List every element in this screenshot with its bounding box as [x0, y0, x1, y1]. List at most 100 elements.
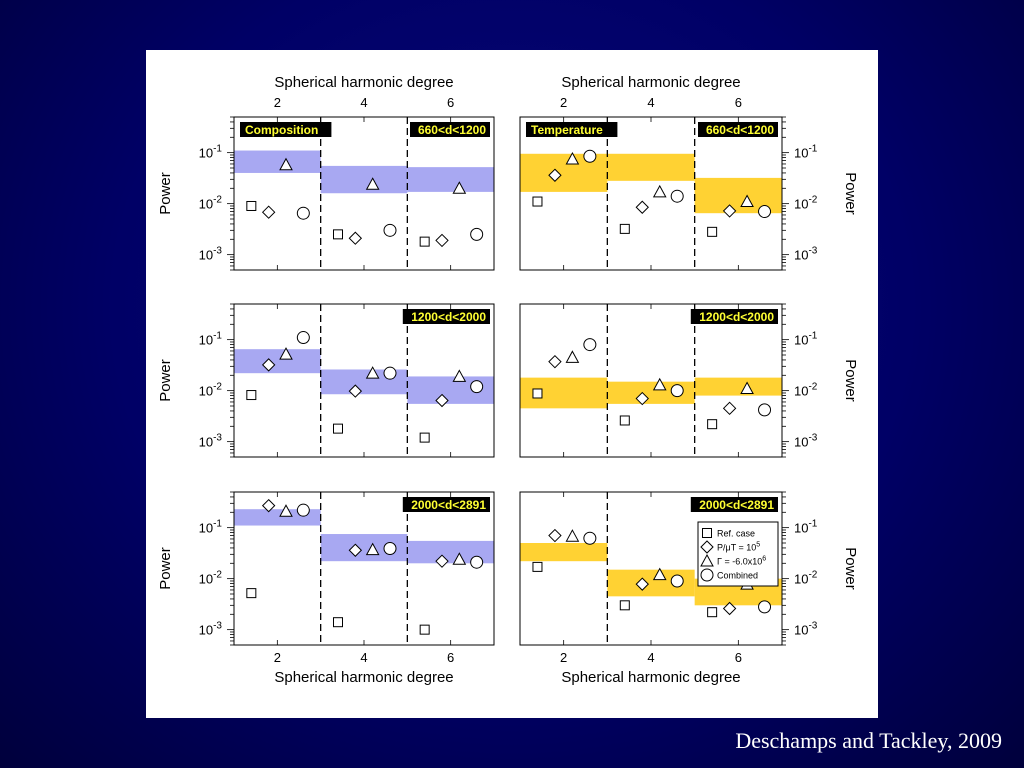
marker-diamond: [261, 205, 276, 219]
marker-triangle: [365, 366, 380, 379]
band-3: [694, 377, 782, 396]
y-axis-label: Power: [842, 359, 859, 402]
panel-4: 10-1 10-2 10-3 Power 1200<d<2000: [519, 303, 859, 458]
marker-diamond: [348, 384, 363, 398]
marker-diamond: [722, 601, 737, 616]
y-tick-label: 10-3: [199, 433, 223, 450]
marker-square: [246, 588, 257, 599]
y-axis-label: Power: [157, 172, 174, 215]
y-tick-label: 10-2: [794, 570, 818, 587]
marker-triangle: [279, 347, 293, 360]
figure: 10-1 10-2 10-3 Power 2 4 6 Spherical harmonic d…: [146, 50, 878, 718]
y-tick-label: 10-3: [794, 433, 818, 450]
legend-label: Γ = -6.0x106: [717, 556, 766, 567]
marker-square: [532, 561, 543, 572]
panel-title-box: [526, 122, 618, 137]
y-tick-label: 10-2: [199, 382, 223, 399]
marker-triangle: [365, 177, 380, 190]
band-1: [234, 150, 321, 173]
x-tick-label-top: 6: [447, 95, 454, 110]
marker-diamond: [348, 543, 363, 557]
marker-square: [246, 200, 257, 211]
x-tick-label-bottom: 6: [447, 650, 454, 665]
marker-square: [619, 223, 630, 234]
depth-range-label: 1200<d<2000: [411, 310, 486, 324]
depth-range-box: [690, 497, 778, 512]
panel-6: 10-1 10-2 10-3 Power 2 4 6 Spherical harmonic d…: [519, 491, 859, 686]
marker-diamond: [548, 168, 562, 182]
depth-range-box: [402, 497, 490, 512]
panel-title: Temperature: [531, 123, 603, 137]
marker-triangle: [700, 553, 714, 567]
depth-range-label: 1200<d<2000: [699, 310, 774, 324]
marker-triangle: [452, 181, 467, 194]
marker-square: [419, 624, 430, 635]
panel-2: 10-1 10-2 10-3 Power 2 4 6 Spherical harmonic d…: [519, 74, 859, 271]
x-tick-label-bottom: 6: [735, 650, 742, 665]
marker-diamond: [635, 577, 649, 591]
figure-canvas: 10-1 10-2 10-3 Power 2 4 6 Spherical harmonic d…: [157, 74, 859, 686]
band-1: [520, 543, 608, 562]
panel-title: Composition: [245, 123, 318, 137]
marker-square: [532, 388, 543, 399]
marker-square: [333, 423, 343, 434]
depth-range-box: [410, 122, 490, 137]
marker-triangle: [452, 552, 467, 565]
marker-diamond: [435, 233, 449, 248]
marker-circle: [383, 223, 397, 237]
marker-square: [419, 236, 430, 247]
marker-diamond: [722, 401, 737, 416]
y-axis-label: Power: [157, 359, 174, 402]
x-tick-label-top: 2: [274, 95, 281, 110]
marker-diamond: [700, 540, 714, 554]
marker-square: [619, 600, 630, 611]
marker-diamond: [548, 528, 562, 543]
depth-range-label: 2000<d<2891: [411, 498, 486, 512]
top-axis-label: Spherical harmonic degree: [561, 74, 740, 91]
x-tick-label-top: 4: [360, 95, 367, 110]
y-tick-label: 10-2: [199, 195, 223, 212]
y-axis-label: Power: [842, 172, 859, 215]
y-tick-label: 10-1: [199, 519, 223, 536]
panel-5: 10-1 10-2 10-3 Power 2 4 6 Spherical harmonic d…: [157, 491, 495, 686]
panel-1: 10-1 10-2 10-3 Power 2 4 6 Spherical harmonic d…: [157, 74, 495, 271]
band-3: [407, 167, 494, 192]
marker-circle: [758, 403, 772, 417]
marker-circle: [470, 380, 484, 394]
y-axis-label: Power: [157, 547, 174, 590]
y-tick-label: 10-1: [794, 519, 818, 536]
x-tick-label-bottom: 4: [647, 650, 654, 665]
depth-range-label: 660<d<1200: [418, 123, 486, 137]
marker-triangle: [365, 542, 380, 556]
marker-square: [333, 617, 343, 628]
citation: Deschamps and Tackley, 2009: [735, 728, 1002, 753]
marker-triangle: [565, 151, 580, 165]
marker-triangle: [565, 529, 580, 542]
marker-circle: [583, 149, 597, 163]
y-tick-label: 10-3: [199, 621, 223, 638]
marker-diamond: [635, 391, 649, 406]
marker-square: [532, 196, 543, 207]
marker-diamond: [435, 393, 449, 408]
panel-title-box: [240, 122, 332, 137]
y-tick-label: 10-2: [794, 195, 818, 212]
marker-triangle: [652, 377, 667, 391]
x-tick-label-top: 4: [647, 95, 654, 110]
depth-range-label: 660<d<1200: [706, 123, 774, 137]
marker-circle: [296, 206, 310, 220]
marker-circle: [758, 600, 772, 614]
marker-square: [333, 229, 343, 240]
marker-circle: [670, 574, 684, 588]
y-tick-label: 10-3: [794, 246, 818, 263]
panel-3: 10-1 10-2 10-3 Power 1200<d<2000: [157, 303, 495, 458]
depth-range-box: [402, 309, 490, 324]
marker-triangle: [740, 381, 754, 395]
legend: Ref. case P/μT = 105 Γ = -6.0x106 Combined: [697, 521, 779, 587]
marker-triangle: [452, 369, 467, 382]
marker-triangle: [652, 567, 667, 581]
marker-triangle: [652, 184, 667, 198]
marker-circle: [670, 189, 684, 203]
marker-circle: [296, 503, 310, 517]
marker-circle: [470, 227, 484, 241]
y-tick-label: 10-1: [199, 331, 223, 348]
